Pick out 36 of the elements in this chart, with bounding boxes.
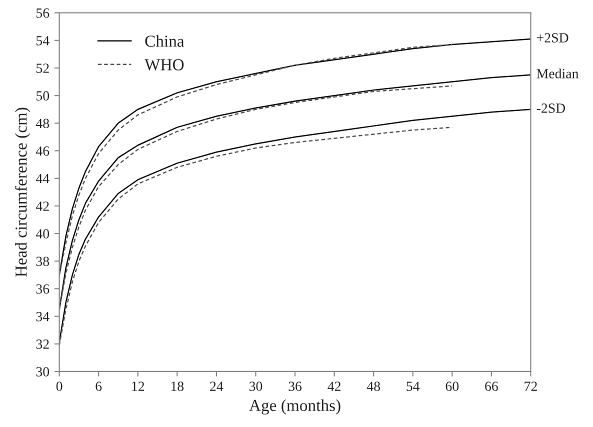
y-tick-label: 30	[36, 367, 50, 376]
y-tick-label: 46	[36, 146, 50, 156]
x-tick-label: 0	[56, 382, 62, 391]
y-tick-label: 38	[36, 256, 50, 266]
line-series	[59, 108, 531, 344]
line-series	[59, 85, 453, 310]
y-tick-label: 40	[36, 229, 50, 238]
x-tick-label: 30	[249, 382, 262, 391]
x-tick-label: 18	[171, 382, 184, 391]
x-tick-label: 36	[288, 382, 302, 391]
y-tick-label: 48	[36, 118, 50, 128]
x-axis-title: Age (months)	[249, 399, 340, 415]
y-axis-title: Head circumference (cm)	[14, 108, 30, 277]
legend-label: WHO	[144, 59, 184, 70]
y-tick-label: 54	[36, 36, 50, 46]
x-tick-label: 12	[132, 382, 144, 391]
x-tick-label: 42	[328, 382, 340, 391]
x-tick-label: 60	[446, 382, 459, 391]
y-tick-label: 42	[36, 202, 49, 211]
text: -2SD	[536, 104, 566, 113]
y-tick-label: 52	[36, 64, 49, 73]
x-tick-label: 54	[406, 382, 420, 391]
y-tick-label: 34	[36, 312, 50, 322]
legend-label: China	[145, 35, 184, 47]
y-tick-label: 32	[36, 340, 49, 349]
x-tick-label: 48	[366, 382, 380, 391]
x-tick-label: 6	[96, 382, 102, 391]
x-tick-label: 72	[524, 382, 537, 391]
y-tick-label: 44	[36, 174, 50, 184]
y-tick-label: 56	[36, 8, 50, 18]
y-tick-label: 36	[36, 284, 50, 294]
text: +2SD	[536, 33, 568, 42]
x-tick-label: 66	[485, 382, 498, 391]
y-tick-label: 50	[36, 91, 50, 101]
text: Median	[536, 68, 579, 78]
x-tick-label: 24	[210, 382, 224, 391]
